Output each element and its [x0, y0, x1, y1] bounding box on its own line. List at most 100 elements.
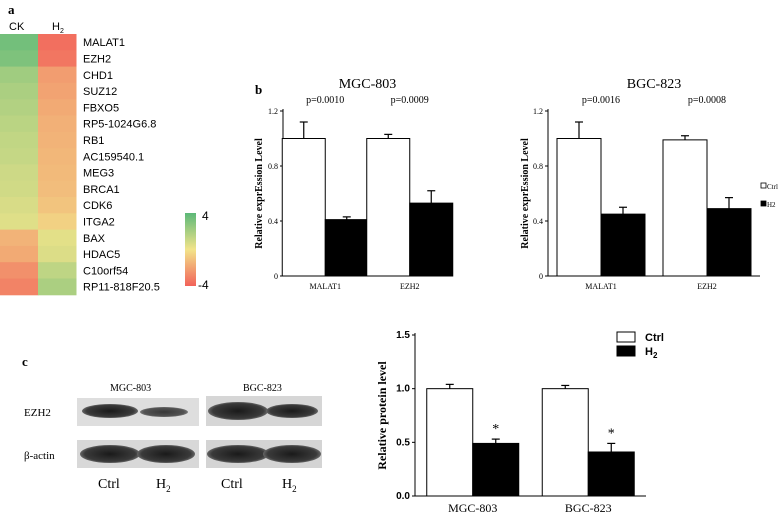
blot-lane-label-4: H2 — [282, 477, 297, 494]
heatmap-gene-label: AC159540.1 — [83, 151, 144, 163]
p-value-label: p=0.0008 — [688, 95, 726, 106]
heatmap-gene-label: BAX — [83, 233, 106, 245]
bar-h2 — [706, 208, 752, 277]
p-value-label: p=0.0010 — [306, 95, 344, 106]
heatmap-gene-label: SUZ12 — [83, 86, 117, 98]
panel-label-b: b — [255, 82, 262, 97]
blot-row-label-actin: β-actin — [24, 450, 55, 462]
significance-mark: * — [608, 426, 615, 441]
heatmap-cell — [0, 164, 39, 182]
heatmap-gene-label: MALAT1 — [83, 37, 125, 49]
heatmap-cell — [0, 262, 39, 279]
y-tick-label: 0.4 — [533, 217, 543, 226]
blot-band-bgc823-actin-h2 — [263, 445, 321, 463]
heatmap-gene-label: CHD1 — [83, 70, 113, 82]
legend-swatch-ctrl — [616, 331, 636, 343]
heatmap-cell — [38, 99, 77, 116]
heatmap-cells — [0, 34, 77, 296]
y-tick-label: 1.0 — [396, 384, 410, 395]
blot-band-mgc803-ezh2-h2 — [140, 407, 188, 417]
bar-h2 — [324, 219, 369, 277]
legend-label-h2: H2 — [645, 346, 658, 360]
heatmap-cell — [38, 180, 77, 198]
heatmap-cell — [38, 115, 77, 133]
heatmap-cell — [38, 50, 77, 68]
heatmap-col-label-ck: CK — [9, 21, 25, 33]
heatmap-legend-max: 4 — [202, 209, 209, 223]
y-tick-label: 0 — [539, 272, 543, 281]
heatmap-gene-label: RP5-1024G6.8 — [83, 119, 156, 131]
legend-label-h2-sub: 2 — [653, 351, 658, 360]
y-tick-label: 0.0 — [396, 491, 410, 502]
blot-lane-label-4-sub: 2 — [292, 484, 297, 494]
p-value-label: p=0.0016 — [582, 95, 620, 106]
heatmap-cell — [0, 229, 39, 247]
western-blot: MGC-803 BGC-823 EZH2 β-actin Ctrl H2 Ctr… — [24, 383, 322, 494]
significance-mark: * — [492, 422, 499, 437]
blot-lane-label-2-sub: 2 — [166, 484, 171, 494]
heatmap-legend-bar — [185, 213, 196, 286]
bar-h2 — [472, 442, 520, 497]
bar-ctrl — [366, 138, 411, 277]
heatmap-cell — [0, 115, 39, 133]
panel-label-a: a — [8, 2, 15, 17]
blot-band-bgc823-ezh2-ctrl — [208, 402, 268, 420]
legend-swatch-h2 — [616, 345, 636, 357]
heatmap-cell — [38, 229, 77, 247]
blot-band-mgc803-actin-h2 — [137, 445, 195, 463]
heatmap-gene-label: EZH2 — [83, 53, 111, 65]
heatmap-cell — [0, 278, 39, 296]
heatmap-cell — [38, 262, 77, 279]
category-label: BGC-823 — [565, 501, 612, 515]
bar-h2 — [600, 213, 646, 277]
blot-band-bgc823-actin-ctrl — [207, 445, 269, 463]
bar-h2 — [587, 451, 635, 497]
y-tick-label: 0.8 — [533, 162, 543, 171]
chart-title: BGC-823 — [627, 77, 681, 92]
heatmap-cell — [0, 50, 39, 68]
heatmap-gene-labels: MALAT1 EZH2 CHD1 SUZ12 FBXO5 RP5-1024G6.8 RB1 A… — [83, 37, 160, 294]
heatmap-gene-label: ITGA2 — [83, 216, 115, 228]
blot-lane-label-2-main: H — [156, 477, 166, 492]
heatmap-cell — [0, 197, 39, 214]
bar-h2 — [409, 202, 454, 277]
p-value-label: p=0.0009 — [391, 95, 429, 106]
blot-band-bgc823-ezh2-h2 — [266, 404, 318, 418]
heatmap-gene-label: HDAC5 — [83, 249, 120, 261]
heatmap-cell — [0, 131, 39, 149]
y-tick-label: 1.2 — [268, 107, 278, 116]
heatmap-gene-label: CDK6 — [83, 200, 112, 212]
heatmap-gene-label: BRCA1 — [83, 184, 120, 196]
y-axis-label: Relative exprEssion Level — [520, 138, 531, 249]
blot-lane-label-3: Ctrl — [221, 477, 243, 492]
heatmap-cell — [38, 66, 77, 84]
heatmap-cell — [0, 66, 39, 84]
bar-ctrl — [556, 138, 602, 277]
heatmap-gene-label: C10orf54 — [83, 265, 128, 277]
heatmap-cell — [0, 99, 39, 116]
chart-title: MGC-803 — [339, 77, 397, 92]
heatmap-cell — [0, 148, 39, 165]
heatmap-cell — [38, 34, 77, 51]
y-tick-label: 0 — [274, 272, 278, 281]
panel-label-c: c — [22, 354, 28, 369]
heatmap-cell — [0, 34, 39, 51]
y-tick-label: 0.4 — [268, 217, 278, 226]
heatmap: CK H2 MALAT1 EZH2 CHD1 SUZ12 FBXO5 RP5-1024G6… — [0, 21, 209, 296]
heatmap-cell — [0, 245, 39, 263]
y-axis-label: Relative protein level — [375, 361, 389, 470]
heatmap-gene-label: RB1 — [83, 135, 104, 147]
heatmap-gene-label: RP11-818F20.5 — [83, 282, 160, 294]
y-tick-label: 0.8 — [268, 162, 278, 171]
bar-ctrl — [662, 139, 708, 277]
heatmap-cell — [38, 131, 77, 149]
blot-lane-label-2: H2 — [156, 477, 171, 494]
blot-band-mgc803-actin-ctrl — [80, 445, 140, 463]
legend-label-ctrl: Ctrl — [767, 183, 778, 191]
legend-label-h2-main: H — [645, 346, 653, 358]
heatmap-gene-label: MEG3 — [83, 168, 114, 180]
blot-band-mgc803-ezh2-ctrl — [82, 404, 138, 418]
chart-mgc803-expression: 0 0.4 0.8 1.2 Relative exprEssion Level MGC-8… — [254, 77, 454, 291]
legend-label-ctrl: Ctrl — [645, 332, 664, 344]
